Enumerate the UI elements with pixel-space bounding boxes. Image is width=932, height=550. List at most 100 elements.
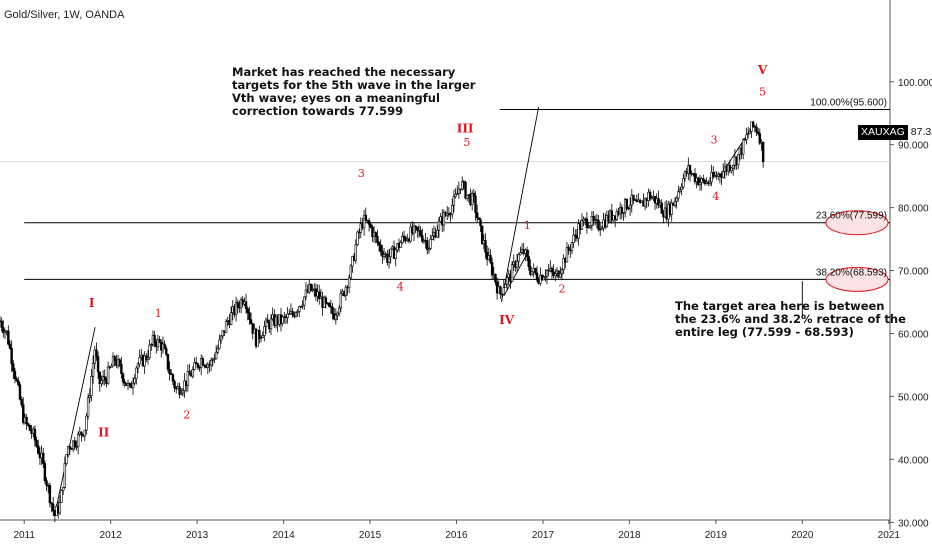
candle-body [680,186,683,191]
candle-body [758,133,762,144]
candle-body [258,329,261,339]
candle-body [454,194,457,197]
candle-body [746,133,750,136]
candle-body [472,192,476,197]
x-tick-label: 2011 [13,530,35,541]
candle-body [673,200,677,206]
candle-body [587,226,590,229]
candle-body [565,247,569,263]
candle-body [118,359,121,365]
candle-body [294,312,298,317]
candle-body [379,244,382,252]
candle-body [266,319,269,323]
fib-highlight-ellipse [825,266,889,292]
candle-body [128,383,131,385]
candle-body [123,381,126,384]
y-tick-label: 70.000 [898,267,929,278]
wave-label: 4 [712,190,719,203]
candle-body [181,390,185,394]
candle-body [63,463,67,488]
candle-body [37,445,40,454]
last-price-value: 87.327 [907,125,932,140]
candle-body [173,380,176,389]
candle-body [589,225,592,228]
candle-body [683,171,687,179]
fib-and-trend-lines: 100.00%(95.600) 23.60%(77.599) 38.20%(68.5… [0,97,890,517]
candle-body [534,268,537,274]
candle-body [678,189,682,192]
candle-body [158,339,161,343]
candle-body [17,380,20,385]
candle-body [399,242,402,248]
candle-body [627,207,630,210]
last-price-symbol: XAUXAG [858,125,908,140]
candle-body [2,327,5,334]
candle-body [480,225,484,244]
candle-body [761,141,765,163]
candle-body [52,503,55,512]
candle-body [58,502,62,514]
candle-body [146,357,150,360]
candle-body [163,343,166,349]
candle-body [13,370,17,380]
candle-body [251,323,254,334]
trend-line [54,327,96,517]
candle-body [165,348,168,355]
candle-body [170,373,173,375]
candle-body [286,313,289,318]
candle-body [499,286,502,295]
candle-body [347,277,351,288]
candle-body [426,240,429,251]
candle-body [213,358,216,360]
candle-body [178,386,181,395]
candle-body [194,362,198,365]
candle-body [150,343,153,346]
candle-body [281,316,284,324]
candle-body [196,363,200,368]
note-top: Market has reached the necessary targets… [232,66,475,118]
candle-body [550,267,554,273]
candle-body [50,502,53,505]
candle-body [452,196,456,206]
candle-body [296,311,299,314]
candle-body [73,440,77,448]
candle-body [85,415,88,431]
candle-body [677,191,680,199]
candle-body [580,220,584,230]
candle-body [219,335,223,341]
note-bottom-line: the 23.6% and 38.2% retrace of the [675,312,906,326]
candle-body [248,312,251,320]
candle-body [367,220,371,225]
candle-body [193,362,196,370]
candle-body [135,367,138,379]
x-tick-label: 2021 [878,530,901,541]
wave-label: II [98,426,110,440]
candle-body [249,319,253,324]
candle-body [12,363,15,372]
y-tick-label: 80.000 [898,204,929,215]
candle-body [527,256,530,267]
candle-body [95,349,98,357]
wave-label: IV [499,313,515,327]
candle-body [545,270,549,277]
candle-body [559,273,562,278]
candle-body [371,226,374,238]
candle-body [414,225,417,228]
x-tick-label: 2017 [532,530,555,541]
candle-body [91,362,95,377]
x-tick-label: 2020 [791,530,814,541]
candle-body [462,181,466,183]
candle-body [148,344,151,358]
candle-body [712,172,715,178]
candle-body [697,177,700,186]
candle-body [334,314,338,320]
fib-level-label: 23.60%(77.599) [816,211,887,222]
candle-body [221,330,224,337]
candle-body [121,373,125,383]
note-top-line: Market has reached the necessary [232,65,456,79]
candle-body [718,173,722,177]
wave-label: 5 [759,86,766,99]
candle-body [65,454,68,464]
y-tick-label: 30.000 [898,518,929,529]
